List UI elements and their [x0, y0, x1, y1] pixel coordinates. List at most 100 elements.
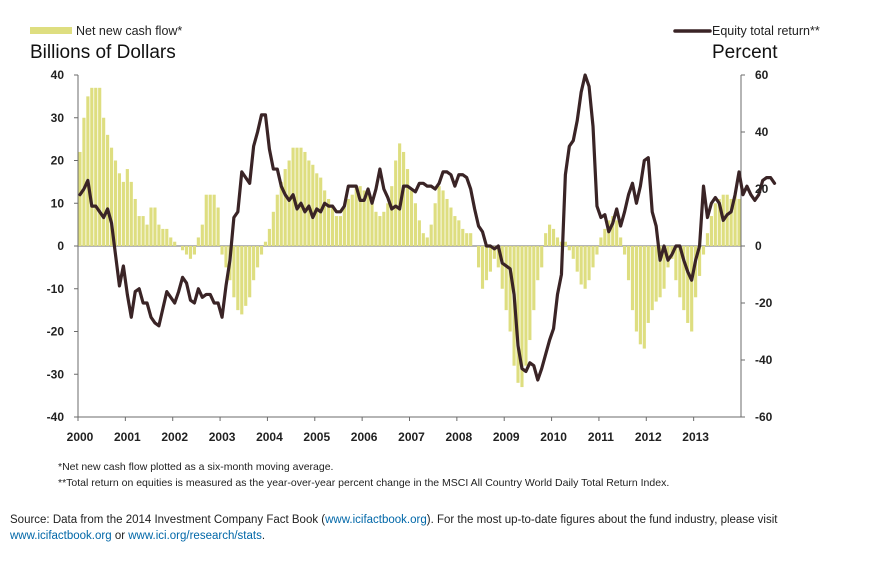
cash-flow-bar [528, 246, 532, 341]
footnote-total-return: **Total return on equities is measured a… [58, 477, 670, 489]
cash-flow-bar [638, 246, 642, 345]
cash-flow-bar [548, 224, 552, 247]
cash-flow-bar [737, 198, 741, 246]
cash-flow-bar [382, 211, 386, 246]
cash-flow-bar [82, 117, 86, 246]
cash-flow-bar [634, 246, 638, 332]
cash-flow-bar [646, 246, 650, 323]
cash-flow-bar [129, 181, 133, 247]
cash-flow-bar [366, 194, 370, 246]
cash-flow-bar [421, 233, 425, 246]
cash-flow-bar [705, 233, 710, 246]
cash-flow-bar [279, 181, 283, 247]
cash-flow-bar [323, 190, 327, 246]
cash-flow-bar [287, 160, 291, 246]
cash-flow-bar [650, 246, 654, 311]
cash-flow-bar [709, 216, 713, 246]
cash-flow-bar [701, 246, 706, 255]
cash-flow-bar [445, 198, 449, 246]
right-tick-label: 0 [755, 239, 762, 253]
tick-labels: 403020100-10-20-30-406040200-20-40-60200… [47, 68, 773, 444]
cash-flow-bar [725, 194, 729, 246]
cash-flow-bar [690, 246, 694, 332]
cash-flow-bar [98, 87, 102, 246]
cash-flow-bar [216, 207, 220, 246]
axes [74, 74, 745, 421]
cash-flow-bar [327, 198, 331, 246]
x-tick-label: 2006 [351, 430, 378, 444]
cash-flow-bar [161, 228, 165, 246]
cash-flow-bar [240, 246, 244, 315]
cash-flow-bar [303, 151, 307, 246]
cash-flow-bar [153, 207, 157, 246]
cash-flow-bar [496, 246, 500, 268]
cash-flow-bar [149, 207, 153, 246]
cash-flow-bar [244, 246, 248, 306]
x-tick-label: 2011 [588, 430, 614, 444]
left-tick-label: -40 [47, 410, 65, 424]
cash-flow-bar [275, 194, 279, 246]
x-tick-label: 2008 [446, 430, 473, 444]
cash-flow-bar [630, 246, 635, 311]
cash-flow-bar [733, 194, 737, 246]
cash-flow-bar [449, 207, 453, 246]
cash-flow-bar [433, 203, 437, 246]
cash-flow-bar [563, 241, 567, 246]
cash-flow-bar [480, 246, 485, 289]
dual-axis-chart: 403020100-10-20-30-406040200-20-40-60200… [30, 24, 820, 444]
cash-flow-bar [157, 224, 161, 247]
icifactbook-link-2[interactable]: www.icifactbook.org [10, 530, 112, 542]
right-tick-label: 20 [755, 182, 769, 196]
cash-flow-bar [678, 246, 682, 298]
source-or: or [111, 530, 129, 542]
footnote-cash-flow: *Net new cash flow plotted as a six-mont… [58, 461, 334, 473]
cash-flow-bar [579, 246, 583, 285]
cash-flow-bar [532, 246, 536, 311]
cash-flow-bar [295, 147, 299, 246]
cash-flow-bar [398, 143, 402, 246]
x-tick-label: 2001 [114, 430, 141, 444]
cash-flow-bar [106, 134, 110, 246]
cash-flow-bar [346, 198, 350, 246]
ici-research-stats-link[interactable]: www.ici.org/research/stats [128, 530, 262, 542]
cash-flow-bar [204, 194, 208, 246]
cash-flow-bar [492, 246, 496, 259]
cash-flow-bar [94, 87, 98, 246]
cash-flow-bar [571, 246, 575, 259]
cash-flow-bar [654, 246, 658, 302]
icifactbook-link-1[interactable]: www.icifactbook.org [325, 514, 427, 526]
cash-flow-bar [405, 169, 410, 246]
cash-flow-bar [386, 203, 390, 246]
cash-flow-bar [137, 216, 141, 246]
cash-flow-bar [102, 117, 106, 246]
cash-flow-bar [358, 186, 362, 246]
legend-label-total-return: Equity total return** [712, 24, 820, 38]
source-suffix: . [261, 530, 266, 542]
cash-flow-bar [500, 246, 504, 289]
cash-flow-bar [224, 246, 228, 268]
cash-flow-bar [465, 233, 469, 246]
source-prefix: Source: Data from the 2014 Investment Co… [10, 514, 326, 526]
cash-flow-bar [117, 173, 122, 246]
cash-flow-bar [583, 246, 587, 289]
cash-flow-bar [642, 246, 646, 349]
x-tick-label: 2003 [209, 430, 236, 444]
cash-flow-bar [544, 233, 548, 246]
cash-flow-bar [504, 246, 508, 311]
cash-flow-bar [342, 207, 346, 246]
cash-flow-bar [437, 186, 441, 246]
cash-flow-bar [259, 246, 264, 255]
cash-flow-bar [694, 246, 698, 298]
cash-flow-bar [125, 169, 129, 246]
cash-flow-bar [619, 237, 623, 246]
cash-flow-bar [338, 216, 343, 246]
cash-flow-bar [516, 246, 520, 383]
cash-flow-bar [378, 216, 382, 246]
cash-flow-bar [200, 224, 204, 247]
left-tick-label: 40 [51, 68, 65, 82]
cash-flow-bar [141, 216, 145, 246]
cash-flow-bar [78, 151, 82, 246]
cash-flow-bar [208, 194, 212, 246]
x-tick-label: 2009 [493, 430, 520, 444]
cash-flow-bar [674, 246, 678, 281]
